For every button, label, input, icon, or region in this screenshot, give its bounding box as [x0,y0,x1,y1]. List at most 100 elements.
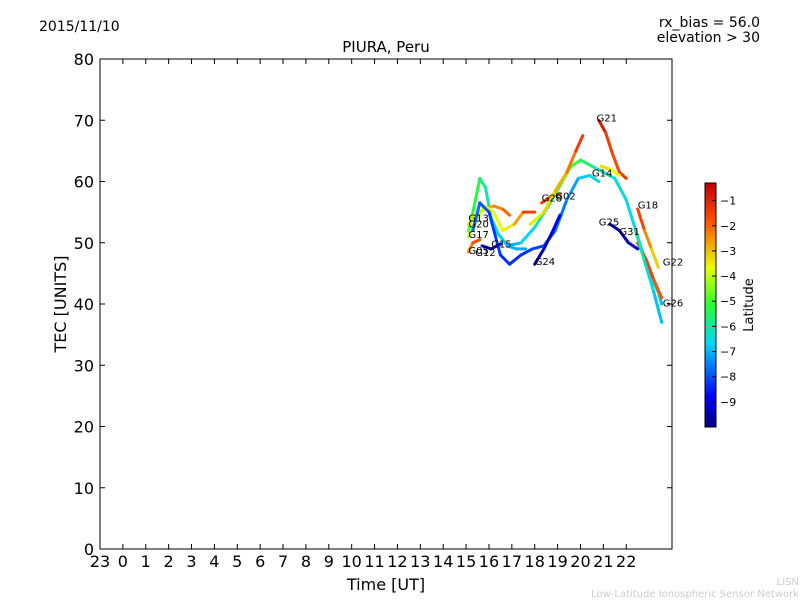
y-tick-label: 60 [74,173,94,192]
series-segment [533,247,546,266]
series-label: G22 [663,257,683,268]
series-segment [551,213,562,232]
colorbar-tick-label: −5 [720,295,736,308]
series-segment [492,204,505,211]
y-tick-label: 70 [74,111,94,130]
series-segment [574,134,585,153]
series-segment [565,149,578,174]
x-tick-label: 7 [278,552,288,571]
rx-bias-label: rx_bias = 56.0 [659,15,760,31]
series-segment [553,170,569,193]
series-segment [466,241,475,254]
plot-area [99,58,673,550]
x-tick-label: 15 [456,552,476,571]
series-segment [627,241,640,251]
x-tick-label: 23 [90,552,110,571]
series-segment [645,259,656,281]
series-segment [498,253,512,266]
x-tick-label: 14 [433,552,453,571]
series-segment [604,131,614,156]
x-tick-label: 22 [616,552,636,571]
x-tick-label: 19 [547,552,567,571]
series-segment [601,170,617,180]
x-tick-label: 6 [255,552,265,571]
series-label: G25 [599,218,619,229]
series-label: G02 [555,191,575,202]
y-axis-label: TEC [UNITS] [51,256,70,354]
series-segment [633,229,646,263]
series-label: G26 [663,298,683,309]
series-G15 [480,242,502,251]
series-segment [565,176,580,202]
series-segment [489,242,502,251]
series-segment [501,222,516,232]
y-tick-label: 10 [74,479,94,498]
series-G31 [608,222,640,251]
series-segment [512,210,525,226]
x-tick-label: 8 [301,552,311,571]
colorbar-tick-label: −9 [720,396,736,409]
series-segment [471,201,482,232]
y-axis-ticks: 0 10 20 30 40 50 60 70 80 [74,50,672,559]
y-tick-label: 40 [74,295,94,314]
y-tick-label: 50 [74,234,94,253]
elevation-label: elevation > 30 [657,30,760,46]
x-tick-label: 11 [364,552,384,571]
x-tick-label: 17 [502,552,522,571]
series-segment [530,244,546,251]
series-segment [496,232,509,248]
series-label: G15 [491,240,511,251]
series-segment [588,173,601,183]
series-segment [542,189,557,214]
footer-network-name: Low-Latitude Ionospheric Sensor Network [591,589,799,600]
series-label: G21 [597,114,617,125]
x-tick-label: 21 [593,552,613,571]
series-G25 [599,164,621,177]
colorbar-label: Latitude [742,278,757,332]
series-segment [492,210,505,232]
series-segment [649,247,660,269]
series-segment [617,170,628,180]
series-segment [542,229,555,251]
series-segment [528,210,546,226]
date-label: 2015/11/10 [39,19,120,35]
series-G26 [633,229,664,324]
series-segment [643,259,656,294]
x-axis-ticks: 23 0 1 2 3 4 5 6 7 8 9 10 11 12 13 14 15 16 17 18 19 20 21 22 [90,59,636,571]
x-tick-label: 5 [232,552,242,571]
series-label: G20 [468,219,488,230]
y-tick-label: 30 [74,356,94,375]
colorbar-tick-label: −6 [720,320,736,333]
series-segment [608,222,621,232]
footer-network-abbr: LISN [777,577,799,588]
series-segment [508,253,523,266]
colorbar-tick-label: −2 [720,220,736,233]
series-G05 [466,238,482,254]
x-tick-label: 9 [324,552,334,571]
x-tick-label: 12 [387,552,407,571]
series-G21 [597,118,628,180]
series-segment [576,173,592,180]
series-segment [466,213,477,226]
series-segment [652,278,664,300]
colorbar-tick-label: −1 [720,195,736,208]
series-segment [597,118,608,134]
series-segment [599,164,612,171]
x-tick-label: 2 [164,552,174,571]
series-label: G12 [475,248,495,259]
series-segment [478,201,491,214]
series-segment [569,158,582,168]
colorbar [704,182,717,428]
series-segment [643,229,653,251]
series-layer [466,118,664,324]
series-segment [505,241,523,248]
x-tick-label: 1 [141,552,151,571]
x-tick-label: 10 [342,552,362,571]
x-tick-label: 20 [570,552,590,571]
colorbar-tick-label: −7 [720,346,736,359]
series-G14 [528,134,585,226]
series-segment [608,167,621,177]
series-segment [617,229,630,245]
